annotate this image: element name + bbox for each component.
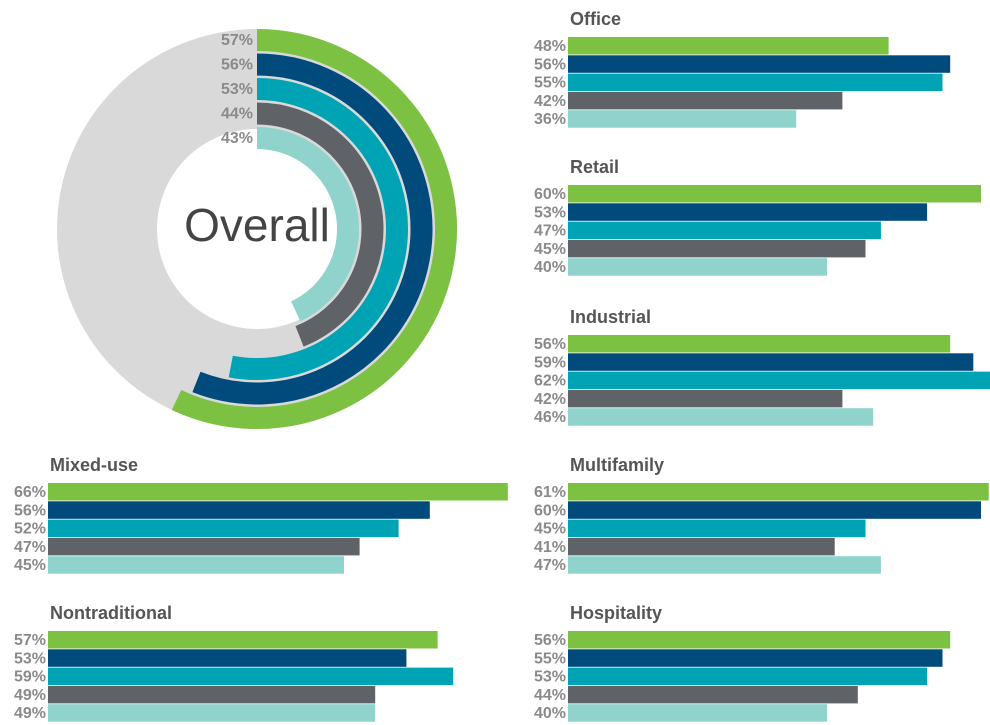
chart-title: Mixed-use — [50, 455, 138, 475]
value-label: 56% — [534, 336, 566, 353]
value-label: 57% — [14, 632, 46, 649]
bar — [568, 353, 974, 371]
bar — [568, 649, 943, 667]
chart-title: Hospitality — [570, 603, 662, 623]
value-label: 44% — [534, 687, 566, 704]
value-label: 42% — [534, 391, 566, 408]
ring-arc — [171, 29, 457, 429]
value-label: 42% — [534, 93, 566, 110]
value-label: 46% — [534, 409, 566, 426]
ring-arc — [256, 102, 384, 347]
value-label: 53% — [534, 669, 566, 686]
bar — [568, 55, 951, 73]
bar — [48, 537, 360, 556]
bar — [568, 371, 990, 390]
value-label: 45% — [14, 557, 46, 574]
value-label: 45% — [534, 521, 566, 538]
chart-title: Retail — [570, 157, 619, 177]
value-label: 52% — [14, 521, 46, 538]
value-label: 60% — [534, 186, 566, 203]
value-label: 49% — [14, 705, 46, 722]
bar — [48, 519, 399, 538]
value-label: 49% — [14, 687, 46, 704]
center-title: Overall — [184, 199, 330, 251]
bar — [568, 91, 843, 110]
bar — [568, 631, 951, 649]
value-label: 47% — [534, 557, 566, 574]
bar — [48, 667, 454, 686]
value-label: 60% — [534, 502, 566, 519]
bar — [568, 239, 866, 258]
value-label: 62% — [534, 373, 566, 390]
value-label: 59% — [14, 669, 46, 686]
bar — [568, 389, 843, 408]
value-label: 44% — [221, 106, 253, 123]
value-label: 36% — [534, 111, 566, 128]
ring-arc — [228, 78, 408, 380]
value-label: 53% — [534, 204, 566, 221]
bar — [568, 335, 951, 353]
chart-title: Industrial — [570, 307, 651, 327]
value-label: 66% — [14, 484, 46, 501]
value-label: 56% — [221, 57, 253, 74]
value-label: 55% — [534, 75, 566, 92]
bar — [568, 37, 889, 55]
value-label: 43% — [221, 130, 253, 147]
value-label: 40% — [534, 705, 566, 722]
bar — [568, 110, 797, 128]
value-label: 53% — [14, 650, 46, 667]
bar — [48, 685, 376, 704]
value-label: 47% — [534, 223, 566, 240]
bar — [568, 221, 881, 240]
bar — [568, 483, 989, 501]
bar — [568, 73, 943, 92]
ring-arc — [256, 127, 359, 322]
bar — [48, 649, 407, 667]
ring-arc — [192, 53, 433, 405]
bar — [568, 667, 928, 686]
value-label: 40% — [534, 259, 566, 276]
chart-title: Multifamily — [570, 455, 664, 475]
value-label: 56% — [14, 502, 46, 519]
value-label: 47% — [14, 539, 46, 556]
bar — [568, 203, 928, 221]
center-hole — [157, 129, 357, 329]
value-label: 59% — [534, 354, 566, 371]
bar — [48, 556, 344, 574]
bar — [48, 501, 430, 519]
bar — [568, 185, 981, 203]
bar — [48, 483, 508, 501]
value-label: 48% — [534, 38, 566, 55]
bar — [48, 631, 438, 649]
bar — [568, 408, 874, 426]
value-label: 61% — [534, 484, 566, 501]
value-label: 57% — [221, 32, 253, 49]
chart-title: Nontraditional — [50, 603, 172, 623]
value-label: 41% — [534, 539, 566, 556]
value-label: 56% — [534, 56, 566, 73]
bar — [568, 258, 827, 276]
value-label: 53% — [221, 81, 253, 98]
bar — [568, 704, 827, 722]
bar — [568, 556, 881, 574]
value-label: 45% — [534, 241, 566, 258]
value-label: 55% — [534, 650, 566, 667]
chart-title: Office — [570, 9, 621, 29]
bar — [568, 685, 858, 704]
bar — [48, 704, 376, 722]
value-label: 56% — [534, 632, 566, 649]
bar — [568, 537, 835, 556]
bar — [568, 519, 866, 538]
bar — [568, 501, 981, 519]
